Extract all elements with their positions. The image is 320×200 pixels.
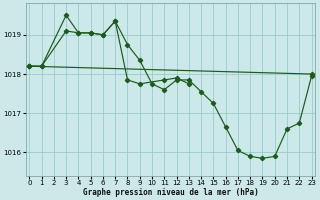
X-axis label: Graphe pression niveau de la mer (hPa): Graphe pression niveau de la mer (hPa) [83,188,258,197]
